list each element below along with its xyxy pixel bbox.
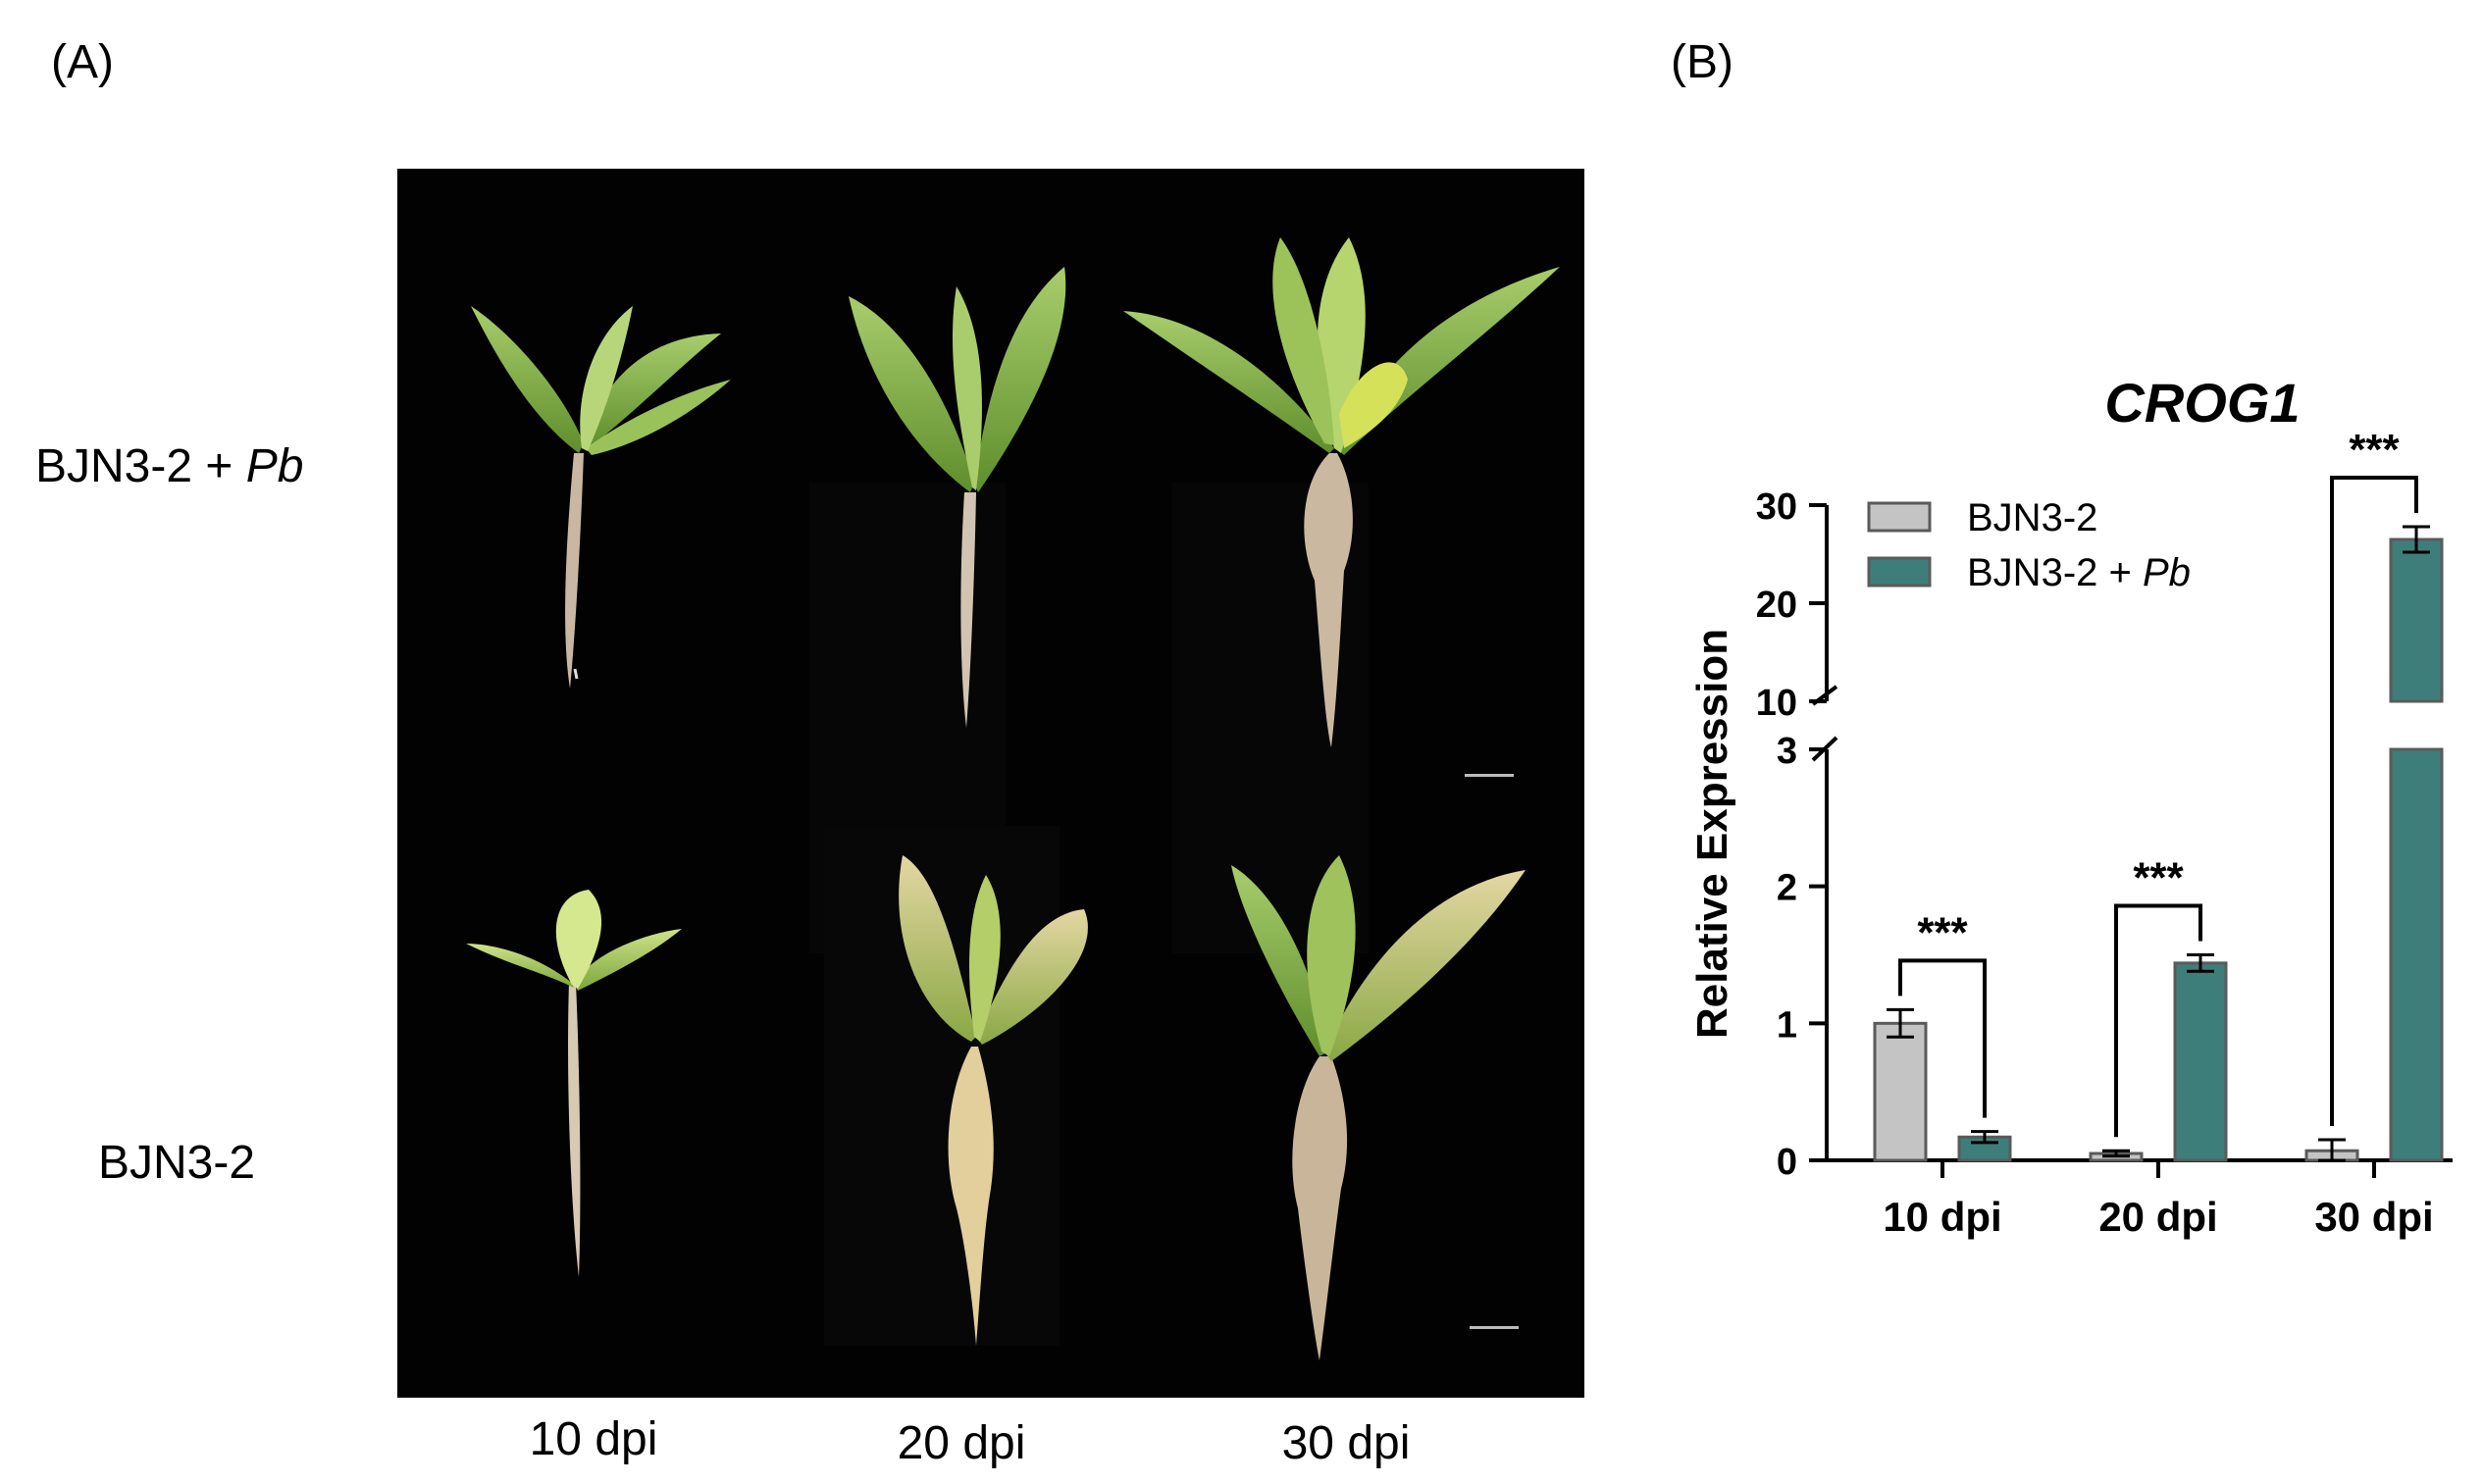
chart-title: CROG1 bbox=[2104, 372, 2300, 434]
row-label-control: BJN3-2 bbox=[98, 1136, 255, 1190]
y-axis-label: Relative Expression bbox=[1688, 629, 1736, 1039]
y-tick-label: 2 bbox=[1777, 868, 1797, 909]
legend-label: BJN3-2 + Pb bbox=[1967, 551, 2191, 594]
y-tick-label: 3 bbox=[1777, 731, 1797, 772]
y-tick-label: 20 bbox=[1756, 585, 1797, 626]
significance-label: *** bbox=[1917, 908, 1968, 956]
plant-photographs bbox=[466, 237, 1560, 1360]
plant-photo-panel bbox=[397, 169, 1584, 1398]
significance-label: *** bbox=[2133, 854, 2184, 902]
plant-infected-30dpi bbox=[1123, 237, 1560, 747]
plant-control-30dpi bbox=[1231, 855, 1526, 1360]
legend-label-text: BJN3-2 bbox=[1967, 496, 2097, 539]
row-label-infected: BJN3-2 + Pb bbox=[35, 439, 303, 493]
significance-label: *** bbox=[2349, 426, 2400, 474]
bar-pb bbox=[2173, 961, 2228, 1162]
panel-b-label: (B) bbox=[1671, 36, 1733, 88]
bar-pb-upper bbox=[2389, 537, 2444, 703]
row-label-infected-prefix: BJN3-2 + bbox=[35, 440, 246, 492]
col-label-30dpi: 30 dpi bbox=[1281, 1417, 1411, 1469]
significance-bracket bbox=[2114, 903, 2202, 1138]
panel-a-label: (A) bbox=[51, 36, 114, 88]
row-label-control-text: BJN3-2 bbox=[98, 1137, 256, 1189]
plant-infected-10dpi bbox=[471, 306, 731, 689]
plant-control-10dpi bbox=[466, 890, 682, 1277]
significance-bracket bbox=[2330, 476, 2418, 1127]
scale-bar-bottom bbox=[1470, 1326, 1519, 1329]
y-tick-label: 1 bbox=[1777, 1004, 1797, 1046]
significance-bracket bbox=[1898, 958, 1987, 1118]
legend-swatch bbox=[1867, 556, 1932, 588]
legend-label-italic: Pb bbox=[2143, 551, 2191, 594]
x-tick-label: 10 dpi bbox=[1883, 1194, 2001, 1240]
x-tick-label: 20 dpi bbox=[2098, 1194, 2217, 1240]
legend-swatch bbox=[1867, 501, 1932, 533]
y-tick-label: 0 bbox=[1777, 1142, 1797, 1183]
row-label-infected-italic: Pb bbox=[245, 440, 304, 492]
scale-bar-top bbox=[1465, 774, 1514, 777]
x-tick-label: 30 dpi bbox=[2314, 1194, 2433, 1240]
y-tick-label: 10 bbox=[1756, 683, 1797, 724]
bar-pb bbox=[2389, 747, 2444, 1162]
legend-label: BJN3-2 bbox=[1967, 496, 2097, 539]
y-tick-label: 30 bbox=[1756, 486, 1797, 528]
col-label-20dpi: 20 dpi bbox=[897, 1417, 1026, 1469]
plant-control-20dpi bbox=[899, 855, 1088, 1346]
legend-label-text: BJN3-2 + bbox=[1967, 551, 2143, 594]
col-label-10dpi: 10 dpi bbox=[529, 1413, 658, 1465]
plant-infected-20dpi bbox=[849, 267, 1066, 728]
bar-control bbox=[1873, 1021, 1928, 1162]
